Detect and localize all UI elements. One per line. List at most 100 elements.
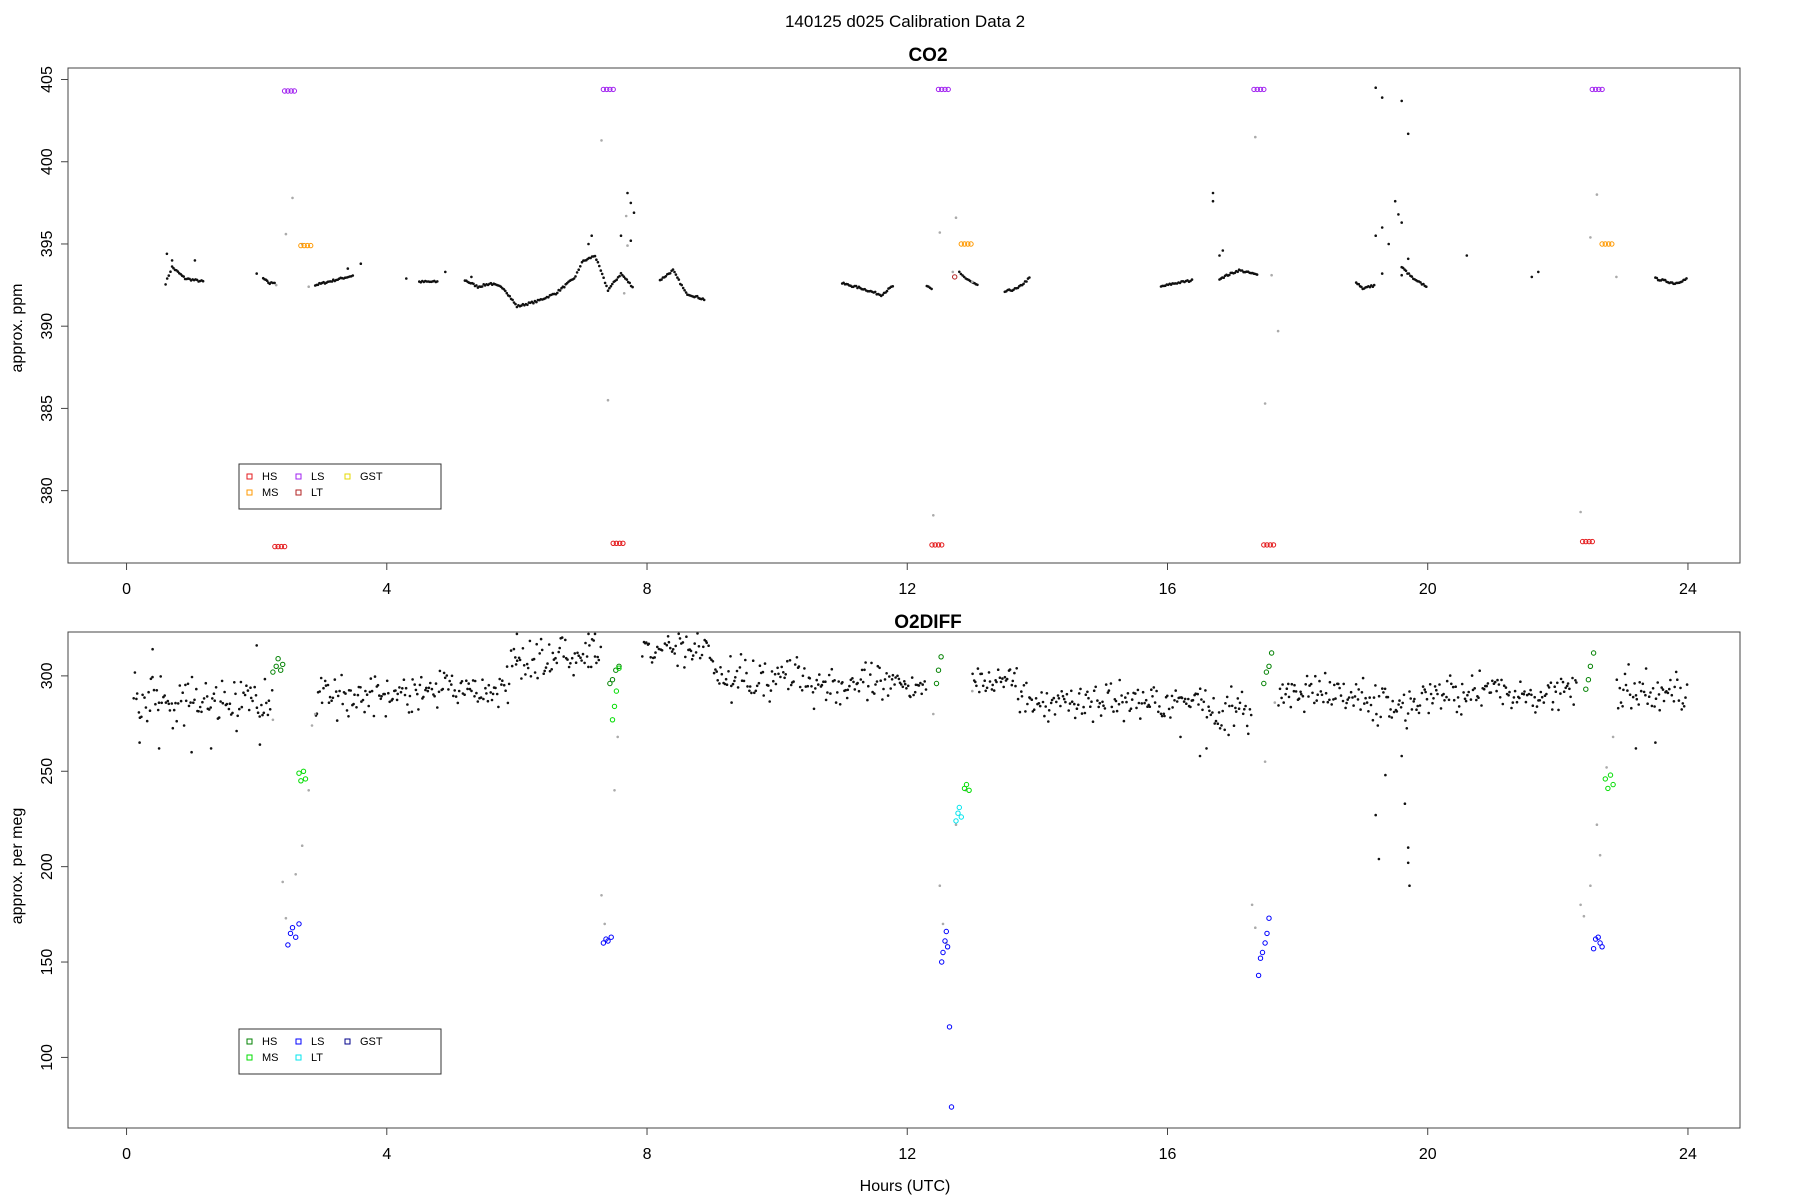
o2diff-ambient-point xyxy=(228,702,232,705)
o2diff-ambient-point xyxy=(443,676,447,680)
o2diff-ambient-point xyxy=(1351,696,1354,699)
o2diff-ambient-point xyxy=(424,688,427,692)
o2diff-ambient-point xyxy=(1204,689,1207,692)
o2diff-ambient-point xyxy=(1045,692,1049,695)
o2diff-ambient-point xyxy=(207,708,211,711)
o2diff-ambient-point xyxy=(367,704,371,708)
o2diff-ambient-point xyxy=(1135,706,1138,710)
o2diff-ambient-point xyxy=(820,683,824,687)
o2diff-ambient-point xyxy=(859,678,863,681)
o2diff-ambient-point xyxy=(1546,684,1550,687)
co2-legend-entry-hs: HS xyxy=(246,471,277,483)
o2diff-ambient-point xyxy=(1356,698,1360,701)
o2diff-ambient-point xyxy=(1460,682,1464,686)
o2diff-ambient-point xyxy=(394,689,397,692)
o2diff-ambient-point xyxy=(1040,691,1043,694)
o2diff-hs-point xyxy=(1263,669,1270,675)
o2diff-ambient-point xyxy=(1090,700,1093,703)
o2diff-ls-point xyxy=(608,934,614,940)
o2diff-ambient-point xyxy=(1062,697,1066,701)
o2diff-ambient-point xyxy=(151,675,154,679)
o2diff-ambient-point xyxy=(753,691,756,695)
co2-ambient-point xyxy=(962,275,966,279)
o2diff-ambient-point xyxy=(1278,687,1282,691)
o2diff-x-axis-label: Hours (UTC) xyxy=(860,1178,951,1195)
co2-transition-point xyxy=(624,214,628,218)
co2-ambient-point xyxy=(526,303,529,307)
co2-hs-point xyxy=(281,543,288,550)
co2-ambient-point xyxy=(480,285,484,288)
o2diff-ambient-point xyxy=(515,632,519,636)
co2-ms-point xyxy=(308,242,314,249)
co2-legend-box xyxy=(238,463,442,510)
o2diff-ambient-point xyxy=(1280,696,1283,700)
o2diff-ambient-point xyxy=(360,700,363,703)
o2diff-hs-point xyxy=(938,654,944,660)
co2-ls-point xyxy=(285,88,291,94)
o2diff-ambient-point xyxy=(1377,694,1381,698)
o2diff-ambient-point xyxy=(265,701,268,705)
o2diff-ambient-point xyxy=(268,708,272,711)
co2-hs-point xyxy=(1589,538,1596,545)
o2diff-ambient-point xyxy=(1390,716,1394,719)
o2diff-ambient-point xyxy=(1277,704,1280,707)
o2diff-ambient-point xyxy=(869,673,872,676)
co2-ambient-point xyxy=(504,289,507,293)
o2diff-ambient-point xyxy=(1197,703,1200,706)
o2diff-ambient-point xyxy=(800,689,804,692)
o2diff-ambient-point xyxy=(1480,704,1483,707)
co2-ambient-point xyxy=(514,302,517,306)
o2diff-ambient-point xyxy=(1144,698,1148,702)
co2-y-tick-label: 385 xyxy=(39,395,56,422)
o2diff-ambient-point xyxy=(1214,719,1218,723)
o2diff-ambient-point xyxy=(1413,697,1416,701)
o2diff-ambient-point xyxy=(1073,702,1076,706)
co2-x-tick-label: 16 xyxy=(1159,581,1177,598)
co2-transition-point xyxy=(1270,273,1273,277)
o2diff-ambient-point xyxy=(1052,696,1056,700)
o2diff-ambient-point xyxy=(576,651,579,655)
co2-legend-entry-gst: GST xyxy=(344,471,383,483)
o2diff-ambient-point xyxy=(1345,701,1348,705)
o2diff-ambient-point xyxy=(1515,700,1519,704)
o2diff-ambient-point xyxy=(209,747,213,750)
o2diff-ambient-point xyxy=(1445,695,1448,699)
co2-ambient-point xyxy=(702,298,706,302)
o2diff-ambient-point xyxy=(1061,694,1065,698)
co2-ambient-point xyxy=(681,286,685,290)
o2diff-ambient-point xyxy=(1454,685,1457,688)
o2diff-ambient-point xyxy=(844,688,847,692)
o2diff-ambient-point xyxy=(1059,704,1062,708)
o2diff-ambient-point xyxy=(836,691,839,694)
o2diff-ambient-point xyxy=(1392,710,1396,714)
o2diff-ambient-point xyxy=(1194,692,1197,695)
o2diff-legend-key-ls xyxy=(295,1038,302,1045)
o2diff-ambient-point xyxy=(452,694,455,698)
o2diff-ambient-point xyxy=(727,670,730,673)
o2diff-ambient-point xyxy=(510,664,514,668)
o2diff-ambient-point xyxy=(160,701,163,705)
co2-y-tick-label: 395 xyxy=(39,231,56,258)
o2diff-ambient-point xyxy=(1328,680,1332,684)
o2diff-ambient-point xyxy=(909,695,912,699)
o2diff-ambient-point xyxy=(1420,691,1424,695)
o2diff-ambient-point xyxy=(159,675,162,678)
co2-ms-point xyxy=(1609,241,1615,247)
o2diff-ambient-point xyxy=(1486,682,1490,685)
o2diff-ambient-point xyxy=(999,680,1003,684)
o2diff-ambient-point xyxy=(1408,690,1411,693)
o2diff-ambient-point xyxy=(151,647,154,651)
o2diff-ambient-point xyxy=(1669,678,1672,682)
o2diff-ambient-point xyxy=(427,686,431,690)
o2diff-ambient-point xyxy=(851,677,854,680)
o2diff-ambient-point xyxy=(761,670,765,674)
o2diff-ambient-point xyxy=(1098,701,1102,705)
co2-legend-key-gst xyxy=(344,473,351,480)
o2diff-ambient-point xyxy=(1104,683,1108,686)
co2-ambient-point xyxy=(596,260,600,264)
o2diff-ambient-point xyxy=(467,682,471,685)
o2diff-ambient-point xyxy=(777,672,780,676)
o2diff-ambient-point xyxy=(1455,710,1459,714)
o2diff-ambient-point xyxy=(442,671,446,675)
o2diff-ambient-point xyxy=(380,695,383,698)
